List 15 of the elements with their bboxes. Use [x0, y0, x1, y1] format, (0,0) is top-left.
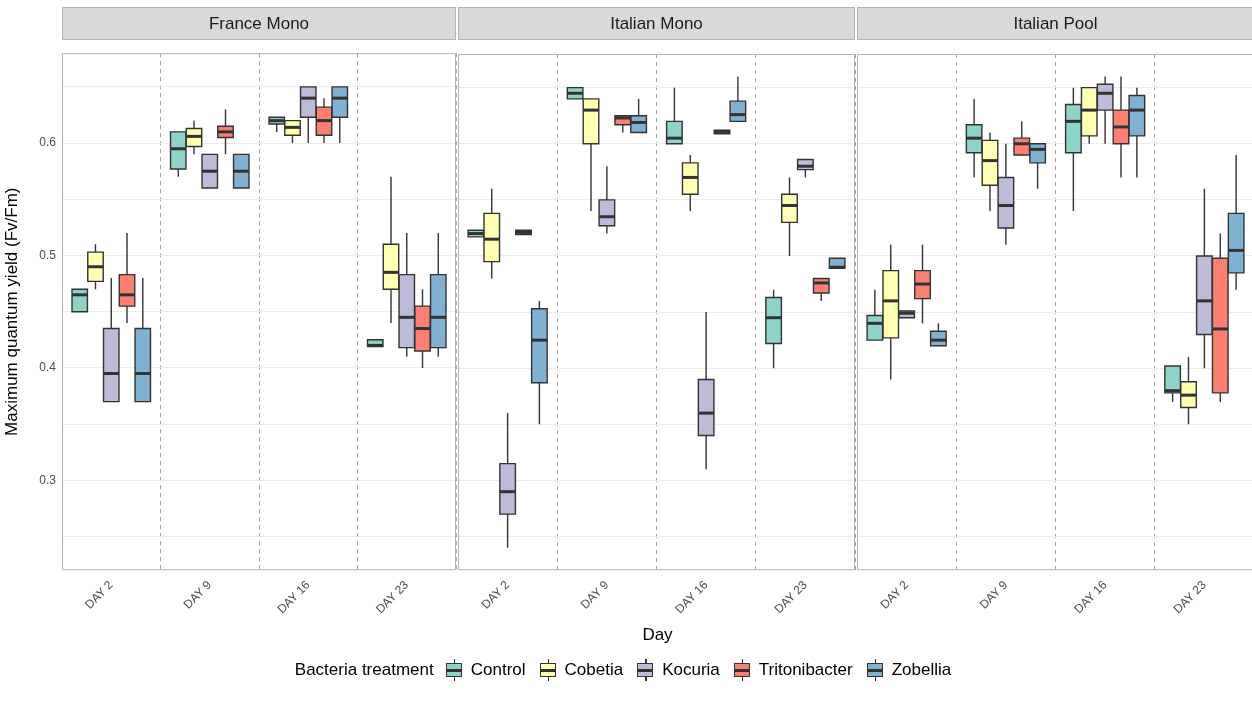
y-tick-label: 0.5	[39, 247, 57, 262]
chart-title: France Mono	[62, 7, 456, 40]
legend-label: Tritonibacter	[758, 660, 853, 680]
chart-title: Italian Pool	[857, 7, 1252, 40]
x-axis-title: Day	[641, 625, 674, 645]
y-tick-label: 0.3	[39, 472, 57, 487]
chart-title: Italian Mono	[458, 7, 855, 40]
legend-label: Cobetia	[564, 660, 624, 680]
y-tick-label: 0.6	[39, 135, 57, 150]
y-tick-label: 0.4	[39, 360, 57, 375]
y-axis-title: Maximum quantum yield (Fv/Fm)	[1, 187, 21, 436]
legend-label: Zobellia	[891, 660, 952, 680]
legend-label: Control	[470, 660, 526, 680]
legend-label: Kocuria	[662, 660, 720, 680]
legend-title: Bacteria treatment	[294, 660, 434, 680]
